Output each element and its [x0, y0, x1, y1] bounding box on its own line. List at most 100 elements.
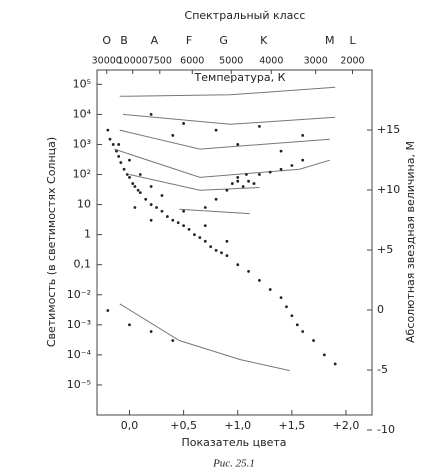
- star-point: [128, 158, 131, 162]
- temperature-tick-label: 4000: [259, 56, 283, 67]
- star-point: [245, 173, 248, 176]
- y-tick-label: 10⁻⁵: [67, 378, 91, 391]
- star-point: [117, 155, 121, 158]
- y2-tick-label: +10: [377, 183, 400, 196]
- x-tick-label: 0,0: [121, 419, 139, 432]
- star-point: [225, 239, 229, 243]
- star-point: [225, 254, 229, 258]
- star-point: [160, 194, 164, 197]
- star-point: [220, 251, 223, 255]
- star-point: [258, 124, 261, 128]
- star-point: [203, 239, 207, 243]
- star-point: [149, 218, 153, 222]
- y2-tick-label: +5: [377, 243, 393, 256]
- star-point: [214, 248, 218, 252]
- star-point: [108, 137, 112, 141]
- star-point: [128, 176, 131, 179]
- star-point: [182, 209, 186, 213]
- temperature-tick-label: 6000: [180, 56, 204, 67]
- star-point: [111, 143, 115, 146]
- chart-title: Спектральный класс: [185, 9, 306, 22]
- star-point: [236, 263, 240, 267]
- x-tick-label: +2,0: [333, 419, 360, 432]
- y-tick-label: 10: [77, 198, 91, 211]
- star-point: [279, 167, 283, 171]
- star-point: [171, 134, 175, 137]
- star-point: [171, 339, 175, 342]
- temperature-tick-label: 3000: [304, 56, 328, 67]
- star-point: [176, 221, 180, 225]
- star-point: [182, 224, 186, 227]
- star-point: [133, 185, 137, 188]
- y-axis-label: Светимость (в светимостях Солнца): [45, 137, 58, 347]
- radius-curve: [129, 174, 260, 191]
- radius-curve: [179, 208, 250, 215]
- radius-curve: [114, 148, 330, 178]
- star-point: [214, 128, 218, 132]
- star-point: [136, 188, 140, 192]
- star-point: [117, 143, 121, 146]
- star-point: [279, 296, 283, 300]
- star-point: [203, 206, 207, 209]
- star-point: [290, 164, 294, 167]
- star-point: [322, 353, 326, 357]
- x-tick-label: +1,0: [224, 419, 251, 432]
- star-point: [203, 224, 207, 227]
- star-point: [333, 362, 337, 366]
- star-point: [301, 134, 305, 137]
- star-point: [138, 191, 142, 195]
- star-point: [115, 149, 118, 153]
- star-point: [133, 206, 137, 209]
- spectral-class-label: L: [349, 34, 356, 47]
- star-point: [247, 179, 250, 183]
- y-tick-label: 10⁻³: [67, 318, 91, 331]
- spectral-class-label: A: [151, 34, 159, 47]
- star-point: [279, 149, 283, 153]
- radius-curve: [119, 129, 330, 150]
- star-point: [268, 170, 272, 174]
- star-point: [252, 182, 256, 185]
- star-point: [241, 185, 245, 188]
- star-point: [106, 128, 110, 132]
- y2-tick-label: -10: [377, 423, 395, 436]
- star-point: [138, 173, 142, 176]
- temperature-tick-label: 7500: [148, 56, 172, 67]
- x-tick-label: +0,5: [170, 419, 197, 432]
- star-point: [198, 236, 202, 239]
- spectral-class-label: M: [325, 34, 335, 47]
- star-point: [122, 167, 126, 171]
- star-point: [149, 203, 153, 206]
- star-point: [301, 158, 305, 162]
- star-point: [290, 314, 294, 318]
- y-tick-label: 10³: [73, 137, 91, 150]
- x-axis-label: Показатель цвета: [181, 436, 286, 449]
- star-point: [258, 173, 261, 176]
- star-point: [155, 206, 158, 209]
- star-point: [182, 122, 186, 125]
- radius-curve: [119, 86, 336, 97]
- star-point: [160, 209, 164, 213]
- star-point: [214, 197, 218, 201]
- spectral-class-label: O: [102, 34, 111, 47]
- y-tick-label: 10²: [73, 168, 91, 181]
- y-tick-label: 10⁻²: [67, 288, 91, 301]
- radius-curve: [119, 303, 290, 372]
- temperature-label: Температура, К: [194, 71, 286, 84]
- star-point: [230, 182, 234, 185]
- spectral-class-label: F: [186, 34, 192, 47]
- star-point: [171, 218, 175, 222]
- y2-tick-label: +15: [377, 123, 400, 136]
- star-point: [247, 269, 250, 273]
- spectral-class-label: K: [260, 34, 268, 47]
- star-point: [149, 330, 153, 333]
- star-point: [236, 179, 240, 183]
- y-tick-label: 10⁵: [73, 77, 91, 90]
- star-point: [149, 185, 153, 188]
- caption: Рис. 25.1: [212, 458, 255, 470]
- star-point: [193, 233, 196, 237]
- temperature-tick-label: 10000: [118, 56, 148, 67]
- star-point: [236, 143, 240, 146]
- star-point: [165, 215, 169, 218]
- star-point: [236, 176, 240, 179]
- spectral-class-label: G: [219, 34, 228, 47]
